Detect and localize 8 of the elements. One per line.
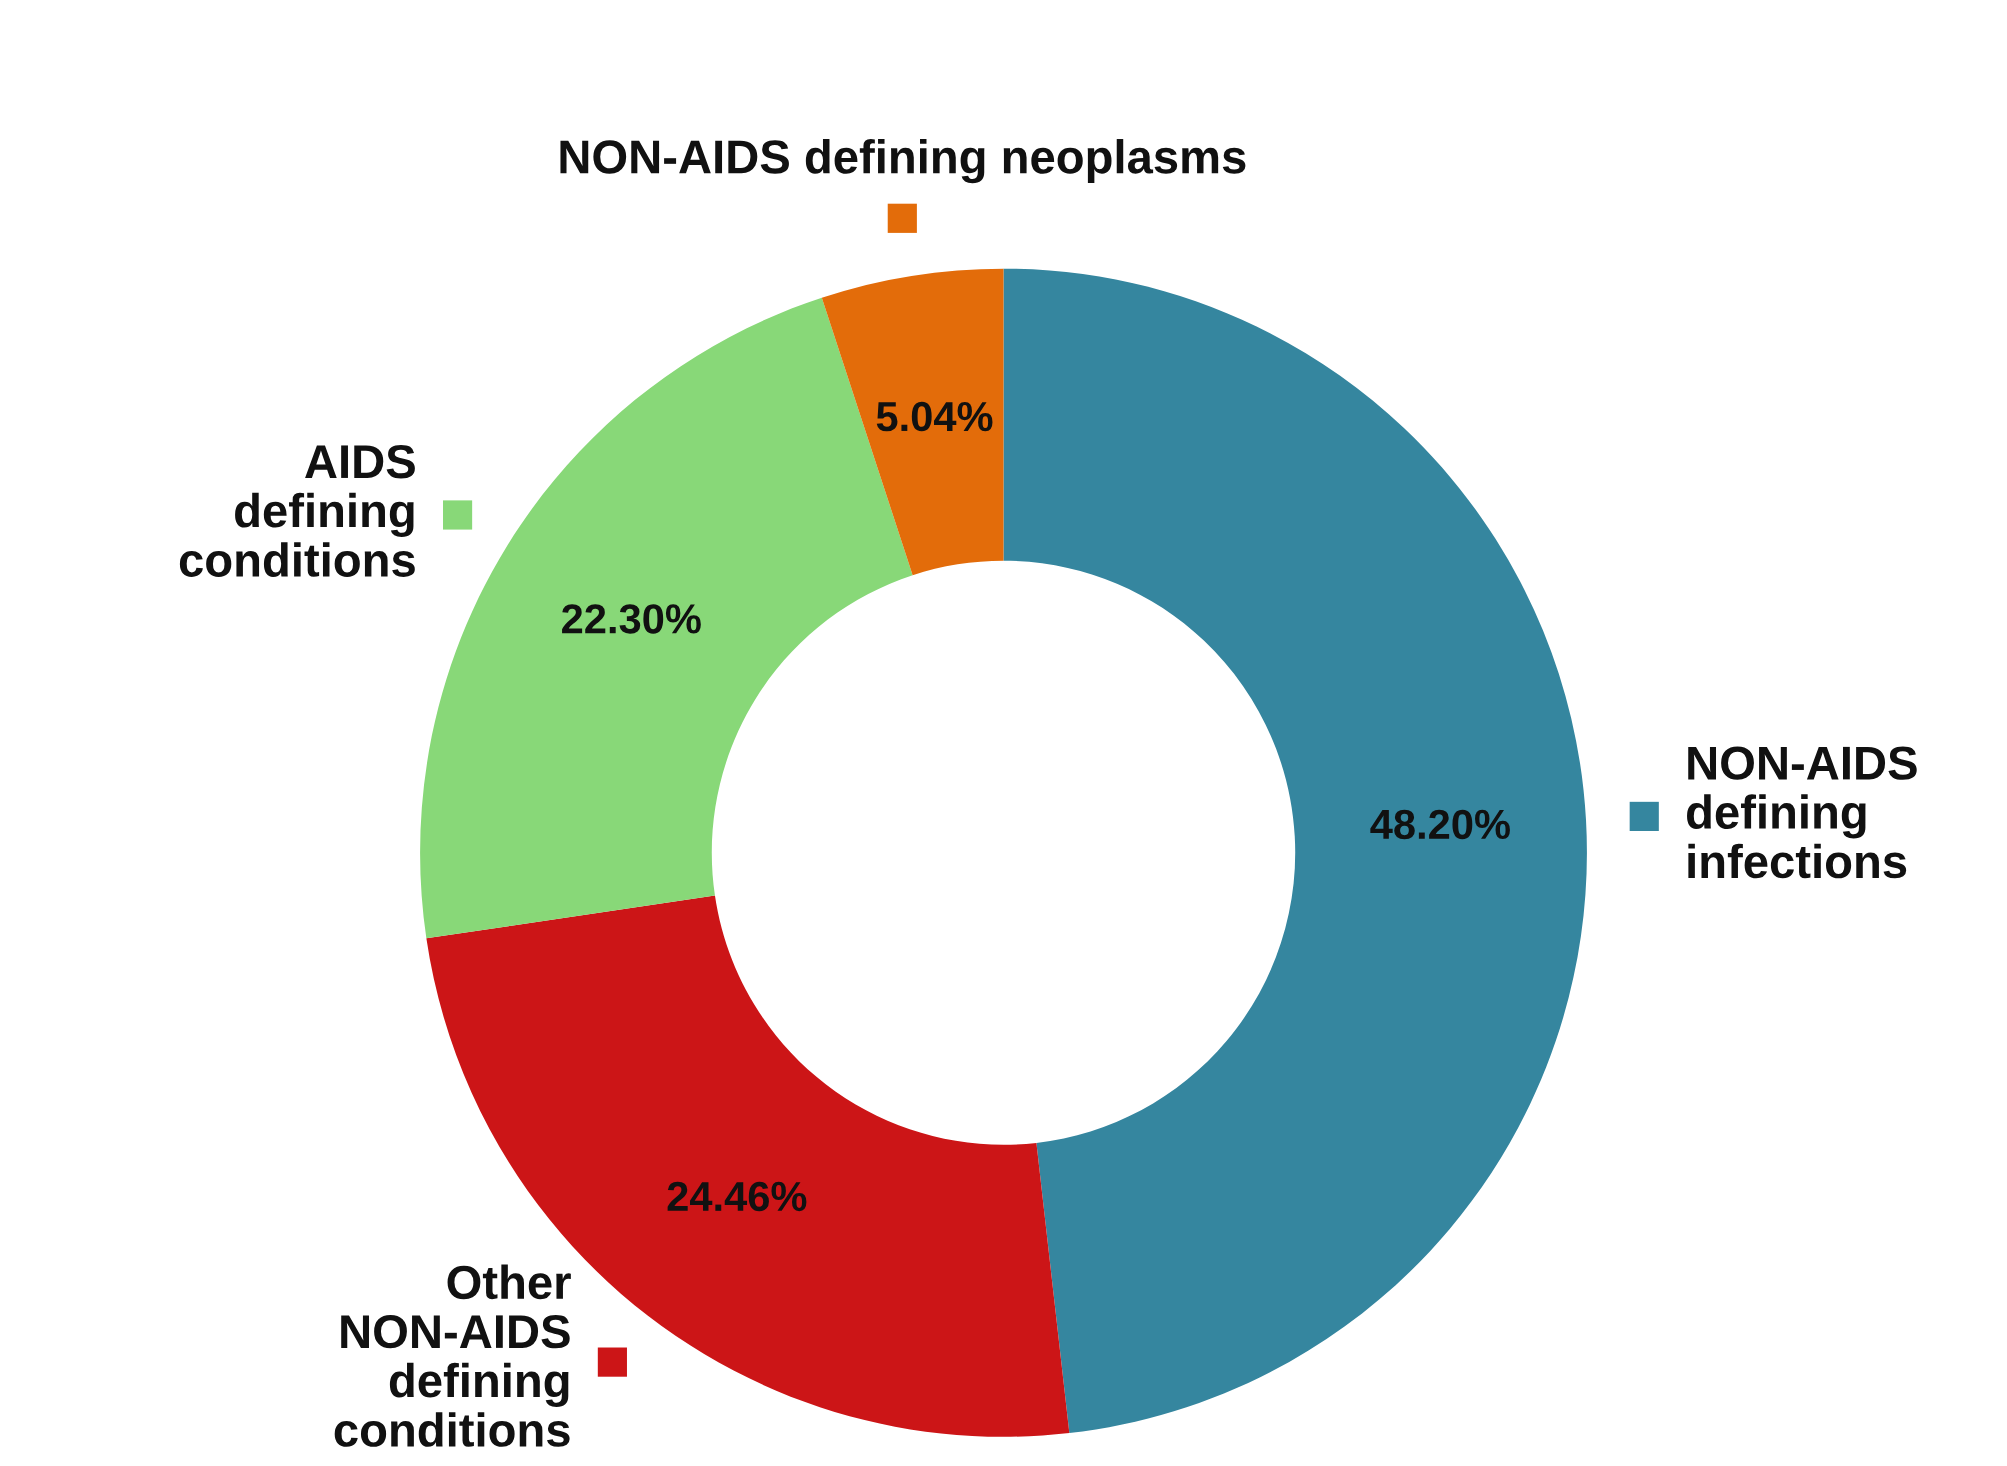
slice-label: NON-AIDS defining neoplasms [560,139,1246,184]
data-label: 22.30% [562,604,701,634]
slice-label: NON-AIDS defining infections [1687,746,1917,879]
legend-label: Other NON-AIDS defining conditions [334,1264,571,1447]
data-label: 5.04% [876,401,993,432]
legend-label: AIDS defining conditions [179,444,415,577]
data-label: 48.20% [1370,809,1510,840]
data-label: 24.46% [667,1181,807,1212]
